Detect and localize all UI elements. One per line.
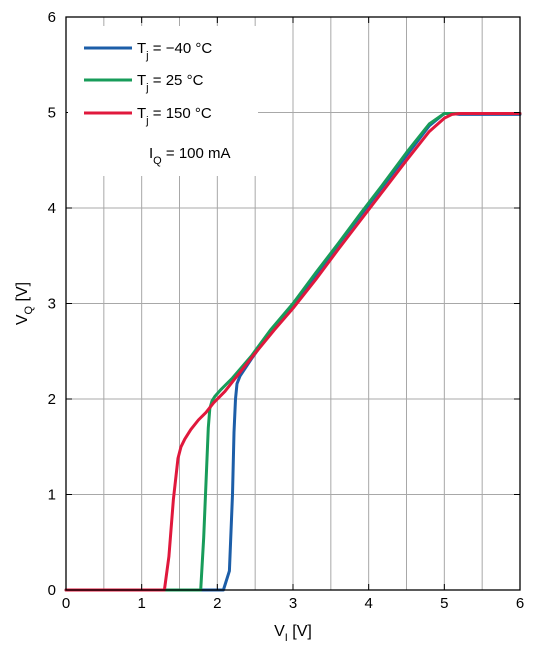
x-axis-label-sub: I	[285, 632, 288, 644]
y-tick-label: 0	[48, 582, 56, 599]
x-axis-label-main: V	[274, 623, 285, 640]
x-tick-label: 6	[516, 595, 524, 612]
legend-entry-label: Tj = 150 °C	[137, 105, 212, 127]
y-axis-label-sub: Q	[23, 305, 35, 314]
x-axis-label-unit: [V]	[288, 623, 312, 640]
legend: Tj = −40 °C Tj = 25 °C Tj = 150 °C IQ = 100…	[68, 26, 258, 176]
y-axis-label: VQ [V]	[14, 282, 35, 325]
legend-entry-label: Tj = −40 °C	[137, 40, 212, 62]
series-line	[64, 112, 522, 592]
x-tick-label: 3	[289, 595, 297, 612]
y-axis-label-main: V	[14, 314, 31, 325]
y-tick-label: 6	[48, 9, 56, 26]
series-group	[64, 112, 522, 592]
x-tick-label: 1	[137, 595, 145, 612]
x-tick-label: 0	[62, 595, 70, 612]
y-tick-label: 1	[48, 487, 56, 504]
y-tick-label: 4	[48, 200, 56, 217]
tick-group: 0 1 2 3 4 5 6 0 1 2 3 4 5 6	[48, 9, 525, 612]
y-axis-label-unit: [V]	[14, 282, 31, 306]
y-tick-label: 5	[48, 105, 56, 122]
y-tick-label: 3	[48, 296, 56, 313]
x-tick-label: 5	[440, 595, 448, 612]
legend-entry-label: Tj = 25 °C	[137, 72, 204, 94]
x-axis-label: VI [V]	[274, 623, 312, 644]
x-tick-label: 2	[213, 595, 221, 612]
legend-annotation: IQ = 100 mA	[149, 145, 231, 167]
x-tick-label: 4	[364, 595, 372, 612]
series-line	[64, 112, 522, 592]
legend-box	[68, 26, 258, 176]
y-tick-label: 2	[48, 391, 56, 408]
